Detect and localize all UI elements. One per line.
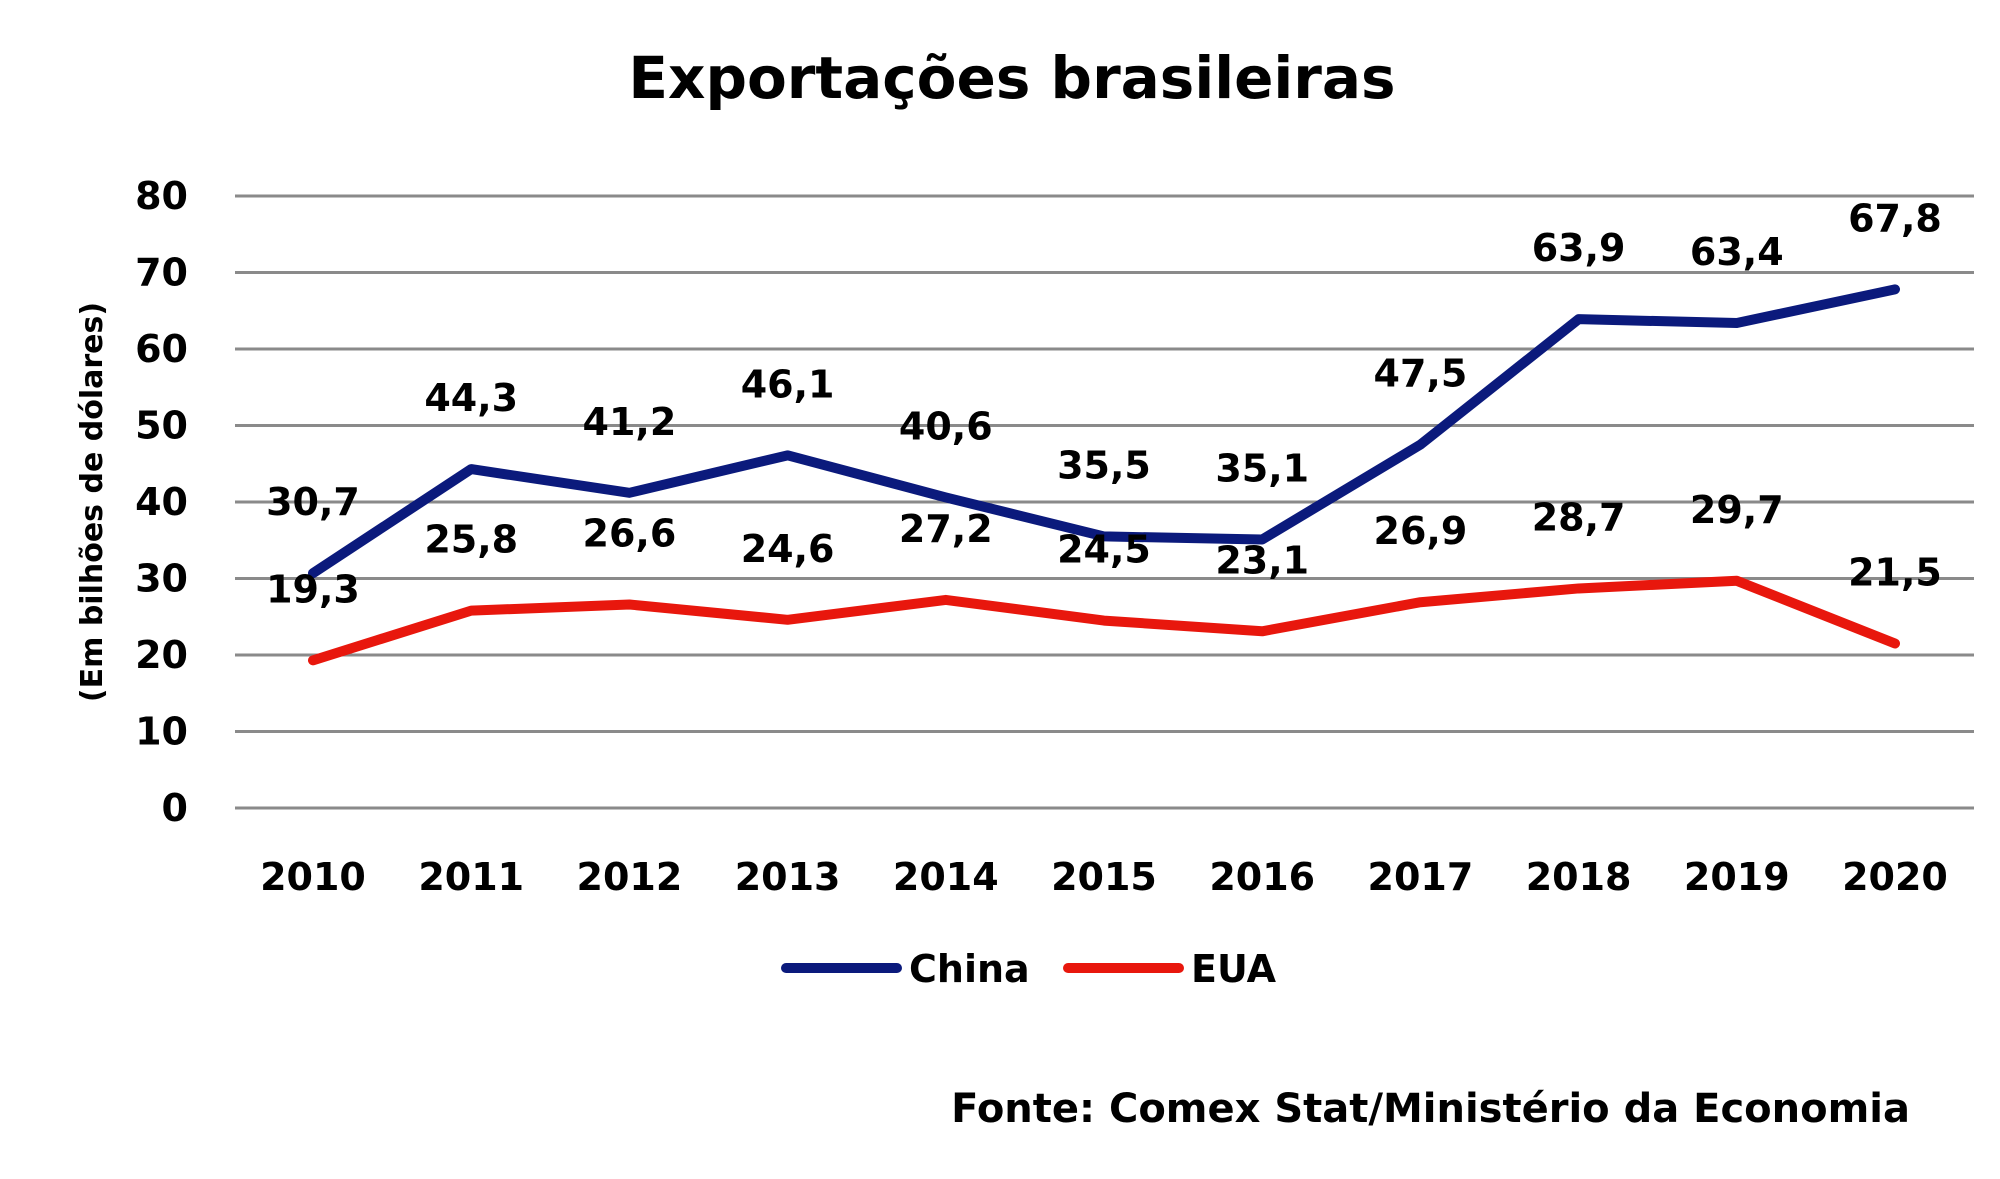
data-label: 40,6 xyxy=(899,404,993,448)
series-line-china xyxy=(308,284,1900,579)
data-label: 27,2 xyxy=(899,507,993,551)
series-line-eua xyxy=(308,575,1900,666)
data-label: 67,8 xyxy=(1848,196,1942,240)
y-tick-label: 0 xyxy=(162,786,188,830)
data-label: 46,1 xyxy=(741,362,835,406)
data-label: 25,8 xyxy=(424,518,518,562)
y-tick-label: 70 xyxy=(135,251,188,295)
data-label: 47,5 xyxy=(1374,352,1468,396)
x-tick-label: 2013 xyxy=(735,855,841,899)
x-tick-label: 2012 xyxy=(577,855,683,899)
data-label: 41,2 xyxy=(583,400,677,444)
data-label: 28,7 xyxy=(1532,495,1626,539)
x-tick-label: 2011 xyxy=(418,855,524,899)
data-label: 35,5 xyxy=(1057,443,1151,487)
data-label: 23,1 xyxy=(1215,538,1309,582)
x-tick-label: 2018 xyxy=(1526,855,1632,899)
legend-label-eua: EUA xyxy=(1191,947,1277,991)
y-tick-label: 20 xyxy=(135,633,188,677)
x-tick-label: 2016 xyxy=(1209,855,1315,899)
data-label: 30,7 xyxy=(266,480,360,524)
data-label: 26,9 xyxy=(1374,509,1468,553)
data-label: 29,7 xyxy=(1690,488,1784,532)
x-tick-label: 2010 xyxy=(260,855,366,899)
y-tick-label: 30 xyxy=(135,557,188,601)
data-label: 35,1 xyxy=(1215,446,1309,490)
y-tick-label: 40 xyxy=(135,480,188,524)
y-tick-label: 50 xyxy=(135,404,188,448)
data-label: 26,6 xyxy=(583,512,677,556)
x-tick-label: 2017 xyxy=(1368,855,1474,899)
data-label: 24,5 xyxy=(1057,528,1151,572)
data-label: 63,9 xyxy=(1532,226,1626,270)
data-label: 44,3 xyxy=(424,376,518,420)
data-label: 63,4 xyxy=(1690,230,1784,274)
y-axis-label: (Em bilhões de dólares) xyxy=(75,302,110,702)
legend-label-china: China xyxy=(909,947,1030,991)
data-label: 24,6 xyxy=(741,527,835,571)
x-tick-label: 2019 xyxy=(1684,855,1790,899)
y-tick-label: 60 xyxy=(135,327,188,371)
x-tick-label: 2014 xyxy=(893,855,999,899)
chart-title: Exportações brasileiras xyxy=(628,44,1395,112)
source-note: Fonte: Comex Stat/Ministério da Economia xyxy=(951,1086,1910,1132)
x-tick-label: 2015 xyxy=(1051,855,1157,899)
y-tick-label: 80 xyxy=(135,174,188,218)
y-tick-label: 10 xyxy=(135,710,188,754)
data-label: 19,3 xyxy=(266,567,360,611)
data-label: 21,5 xyxy=(1848,551,1942,595)
x-tick-label: 2020 xyxy=(1842,855,1948,899)
